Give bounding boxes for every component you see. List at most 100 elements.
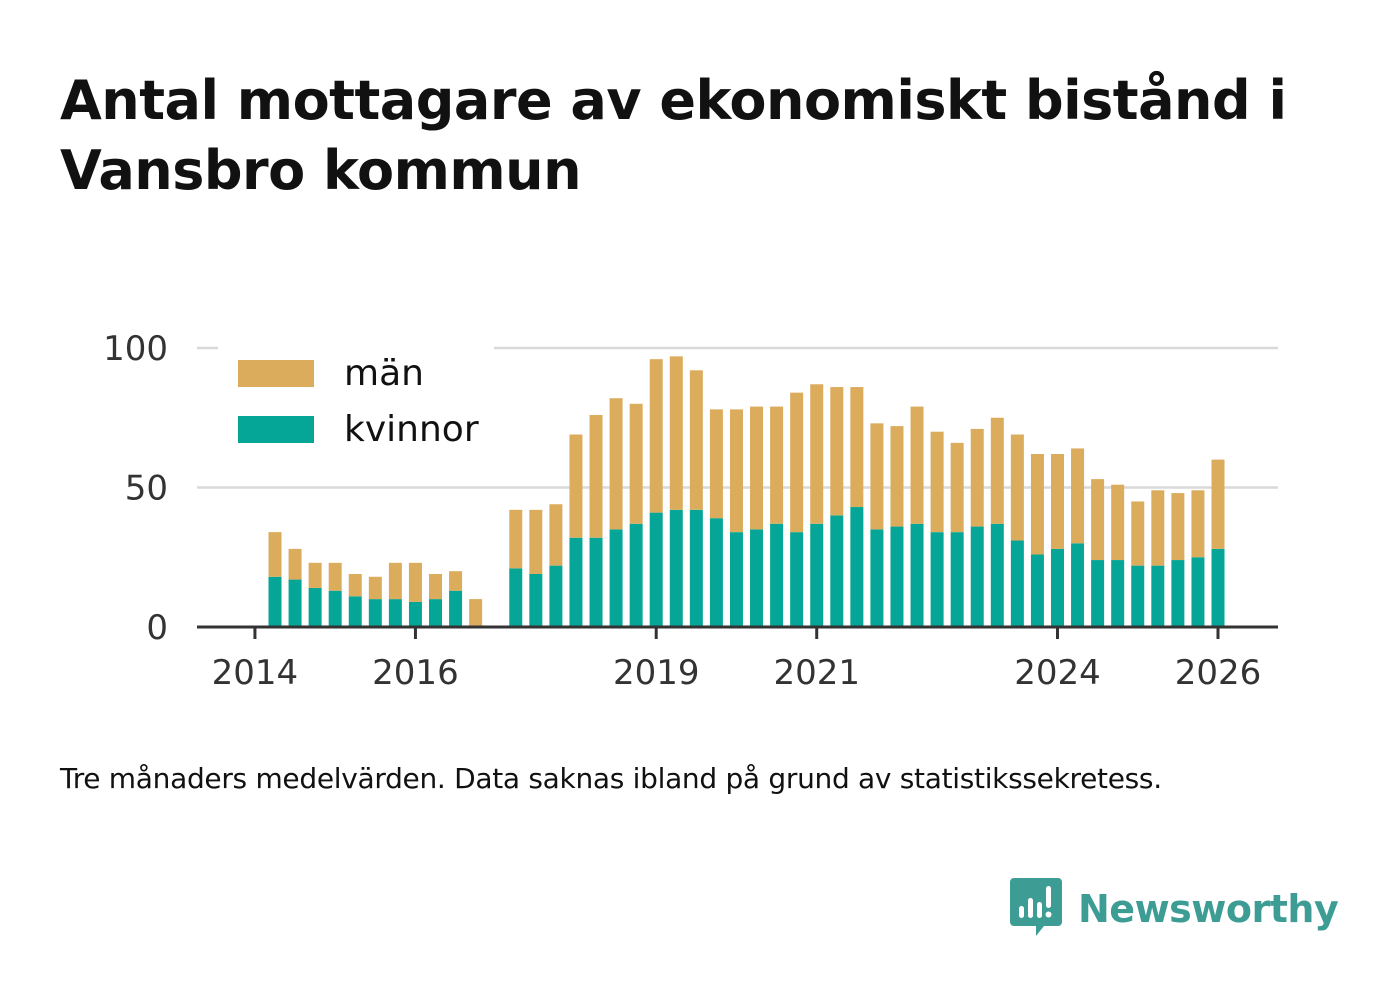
bar-man xyxy=(288,548,302,580)
bar-man xyxy=(328,562,342,591)
bar-kvinnor xyxy=(288,579,302,627)
bar-kvinnor xyxy=(429,599,443,627)
bar-kvinnor xyxy=(1211,548,1225,627)
bar-kvinnor xyxy=(1050,548,1064,627)
bar-man xyxy=(950,442,964,533)
bar-kvinnor xyxy=(669,509,683,627)
bar-man xyxy=(1151,490,1165,566)
bar-man xyxy=(709,409,723,519)
bar-man xyxy=(569,434,583,538)
bar-man xyxy=(810,384,824,524)
bar-man xyxy=(629,403,643,524)
bar-man xyxy=(388,562,402,600)
bar-man xyxy=(669,356,683,510)
bar-man xyxy=(750,406,764,530)
bar-kvinnor xyxy=(549,565,563,627)
bar-man xyxy=(1211,459,1225,549)
legend-swatch-man xyxy=(238,360,314,387)
bar-man xyxy=(1050,454,1064,549)
bar-man xyxy=(770,406,784,524)
legend-label: män xyxy=(344,353,424,394)
bar-man xyxy=(348,573,362,597)
bar-kvinnor xyxy=(970,526,984,627)
bar-kvinnor xyxy=(1151,565,1165,627)
bar-man xyxy=(1131,501,1145,566)
bar-man xyxy=(549,504,563,566)
bar-kvinnor xyxy=(910,523,924,627)
bar-kvinnor xyxy=(449,590,463,627)
brand[interactable]: Newsworthy xyxy=(1010,878,1339,940)
bar-kvinnor xyxy=(529,573,543,627)
bar-kvinnor xyxy=(1010,540,1024,627)
bar-kvinnor xyxy=(1131,565,1145,627)
x-tick-label: 2026 xyxy=(1175,653,1262,693)
bar-man xyxy=(990,417,1004,524)
chart-title: Antal mottagare av ekonomiskt bistånd i … xyxy=(60,69,1287,202)
y-tick-labels: 0 50 100 xyxy=(103,329,168,648)
bar-kvinnor xyxy=(308,587,322,627)
bar-kvinnor xyxy=(1091,560,1105,627)
bar-kvinnor xyxy=(709,518,723,627)
bar-kvinnor xyxy=(408,601,422,627)
bar-kvinnor xyxy=(649,512,663,627)
bar-kvinnor xyxy=(930,532,944,627)
bar-man xyxy=(1111,484,1125,561)
bar-kvinnor xyxy=(790,532,804,627)
bar-man xyxy=(930,431,944,533)
bar-man xyxy=(890,426,904,527)
bar-man xyxy=(790,392,804,533)
x-tick-labels: 2014 2016 2019 2021 2024 2026 xyxy=(212,653,1262,693)
y-tick-label: 50 xyxy=(125,469,168,509)
bar-man xyxy=(850,387,864,508)
axes xyxy=(197,625,1278,639)
bar-kvinnor xyxy=(589,537,603,627)
bar-man xyxy=(408,562,422,602)
x-tick-label: 2014 xyxy=(212,653,299,693)
bar-man xyxy=(910,406,924,524)
bar-man xyxy=(449,571,463,591)
bar-man xyxy=(529,509,543,574)
x-tick-label: 2019 xyxy=(613,653,700,693)
y-tick-label: 100 xyxy=(103,329,168,369)
bar-man xyxy=(870,423,884,530)
bar-kvinnor xyxy=(388,599,402,627)
bar-kvinnor xyxy=(850,507,864,627)
bar-kvinnor xyxy=(1171,560,1185,627)
brand-name: Newsworthy xyxy=(1078,887,1339,931)
bar-kvinnor xyxy=(1111,560,1125,627)
y-tick-label: 0 xyxy=(146,608,168,648)
bar-man xyxy=(1091,479,1105,561)
bar-kvinnor xyxy=(1030,554,1044,627)
bar-man xyxy=(589,414,603,538)
bar-kvinnor xyxy=(689,509,703,627)
bar-man xyxy=(830,387,844,516)
bar-man xyxy=(469,599,483,627)
bar-kvinnor xyxy=(609,529,623,627)
bar-kvinnor xyxy=(1071,543,1085,627)
bar-man xyxy=(609,398,623,530)
bar-chart-speech-bubble-icon xyxy=(1010,878,1062,936)
bar-kvinnor xyxy=(870,529,884,627)
bar-kvinnor xyxy=(629,523,643,627)
bar-kvinnor xyxy=(348,596,362,627)
bar-kvinnor xyxy=(830,515,844,627)
bar-kvinnor xyxy=(509,568,523,627)
bar-man xyxy=(308,562,322,588)
bar-kvinnor xyxy=(810,523,824,627)
bar-man xyxy=(1030,454,1044,555)
x-tick-label: 2024 xyxy=(1014,653,1101,693)
bar-man xyxy=(689,370,703,510)
legend: män kvinnor xyxy=(218,345,494,460)
bar-kvinnor xyxy=(750,529,764,627)
bar-man xyxy=(429,573,443,600)
bar-man xyxy=(1171,493,1185,561)
bar-kvinnor xyxy=(770,523,784,627)
bar-man xyxy=(1191,490,1205,558)
bars xyxy=(268,356,1225,627)
bar-kvinnor xyxy=(890,526,904,627)
x-tick-label: 2016 xyxy=(372,653,459,693)
bar-kvinnor xyxy=(268,576,282,627)
footnote: Tre månaders medelvärden. Data saknas ib… xyxy=(60,762,1162,795)
bar-kvinnor xyxy=(368,599,382,627)
